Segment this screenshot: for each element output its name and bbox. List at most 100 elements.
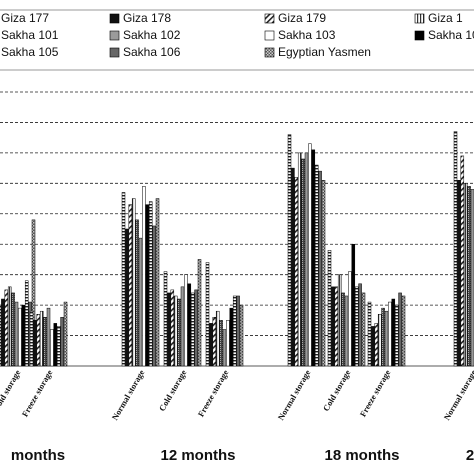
bar bbox=[163, 271, 168, 367]
bar bbox=[232, 295, 237, 367]
group-label: 12 months bbox=[160, 447, 235, 464]
bar bbox=[18, 307, 22, 367]
bar bbox=[215, 310, 220, 367]
bar bbox=[384, 310, 389, 367]
bar bbox=[394, 304, 399, 367]
bar bbox=[226, 320, 230, 367]
bar bbox=[371, 326, 375, 367]
bar bbox=[128, 204, 133, 367]
legend-label: Giza 178 bbox=[123, 11, 171, 25]
bar bbox=[135, 219, 139, 367]
bar bbox=[43, 317, 47, 367]
bar bbox=[152, 225, 156, 367]
bar bbox=[348, 271, 352, 367]
category-tick-label: Normal storage bbox=[276, 368, 313, 422]
bar bbox=[331, 286, 335, 367]
bar bbox=[321, 180, 326, 367]
bar bbox=[184, 274, 188, 367]
bar bbox=[291, 167, 295, 367]
bar bbox=[460, 155, 465, 367]
bar bbox=[311, 149, 316, 367]
bar bbox=[173, 295, 178, 367]
legend-label: Sakha 105 bbox=[1, 45, 59, 59]
bar bbox=[294, 176, 299, 367]
bar bbox=[177, 298, 181, 367]
legend-label: Giza 179 bbox=[278, 11, 326, 25]
bar bbox=[239, 304, 244, 367]
bar bbox=[337, 274, 342, 367]
bar bbox=[190, 292, 195, 367]
bar bbox=[180, 286, 185, 367]
bar bbox=[229, 307, 234, 367]
bar bbox=[391, 298, 396, 367]
bar bbox=[453, 131, 458, 367]
group-label: months bbox=[11, 447, 65, 464]
legend-label: Giza 177 bbox=[1, 11, 49, 25]
category-tick-label: Freeze storage bbox=[20, 368, 55, 419]
bar bbox=[388, 301, 392, 367]
bar bbox=[187, 283, 192, 367]
bar bbox=[36, 313, 41, 367]
bar bbox=[354, 286, 359, 367]
bar bbox=[351, 243, 356, 367]
bar bbox=[374, 323, 379, 367]
bar bbox=[148, 201, 153, 367]
legend-swatch bbox=[264, 13, 275, 24]
legend-swatch bbox=[264, 30, 275, 41]
legend-swatch bbox=[414, 30, 425, 41]
bar bbox=[297, 152, 302, 367]
bar bbox=[467, 186, 471, 367]
bar bbox=[60, 317, 64, 367]
legend-swatch bbox=[109, 30, 120, 41]
bar bbox=[308, 143, 312, 367]
category-tick-label: Normal storage bbox=[110, 368, 147, 422]
bar bbox=[121, 192, 126, 367]
bar bbox=[197, 259, 202, 367]
bar bbox=[29, 310, 34, 367]
category-tick-label: Cold storage bbox=[157, 368, 189, 413]
bar bbox=[361, 292, 366, 367]
legend-label: Sakha 104 bbox=[428, 28, 474, 42]
bar bbox=[7, 286, 12, 367]
bar bbox=[381, 307, 385, 367]
bar bbox=[11, 292, 15, 367]
bar bbox=[46, 307, 51, 367]
category-tick-label: Freeze storage bbox=[358, 368, 393, 419]
legend-swatch bbox=[109, 13, 120, 24]
bar bbox=[194, 289, 198, 367]
bar bbox=[222, 329, 227, 367]
legend-swatch bbox=[264, 47, 275, 58]
group-label: 2 bbox=[466, 447, 474, 464]
bar bbox=[209, 323, 213, 367]
bar bbox=[50, 329, 54, 367]
bar bbox=[398, 292, 402, 367]
bar bbox=[138, 237, 143, 367]
bars bbox=[0, 131, 474, 367]
bar bbox=[14, 301, 19, 367]
bar bbox=[145, 204, 150, 367]
bar bbox=[401, 295, 406, 367]
bar bbox=[33, 320, 37, 367]
bar bbox=[53, 323, 58, 367]
bar bbox=[314, 164, 319, 367]
bar bbox=[131, 198, 136, 367]
bar bbox=[457, 180, 461, 367]
group-label: 18 months bbox=[324, 447, 399, 464]
bar bbox=[301, 158, 305, 367]
bar bbox=[341, 292, 345, 367]
bar bbox=[334, 286, 339, 367]
legend-swatch bbox=[109, 47, 120, 58]
bar bbox=[63, 301, 68, 367]
legend-label: Sakha 106 bbox=[123, 45, 181, 59]
bar bbox=[170, 289, 175, 367]
bar bbox=[125, 228, 129, 367]
category-tick-label: Normal storage bbox=[442, 368, 474, 422]
bar bbox=[142, 186, 146, 367]
bar bbox=[304, 152, 309, 367]
legend-label: Egyptian Yasmen bbox=[278, 45, 371, 59]
bar bbox=[167, 292, 171, 367]
bar bbox=[287, 134, 292, 367]
category-tick-label: Cold storage bbox=[321, 368, 353, 413]
bar bbox=[318, 170, 322, 367]
